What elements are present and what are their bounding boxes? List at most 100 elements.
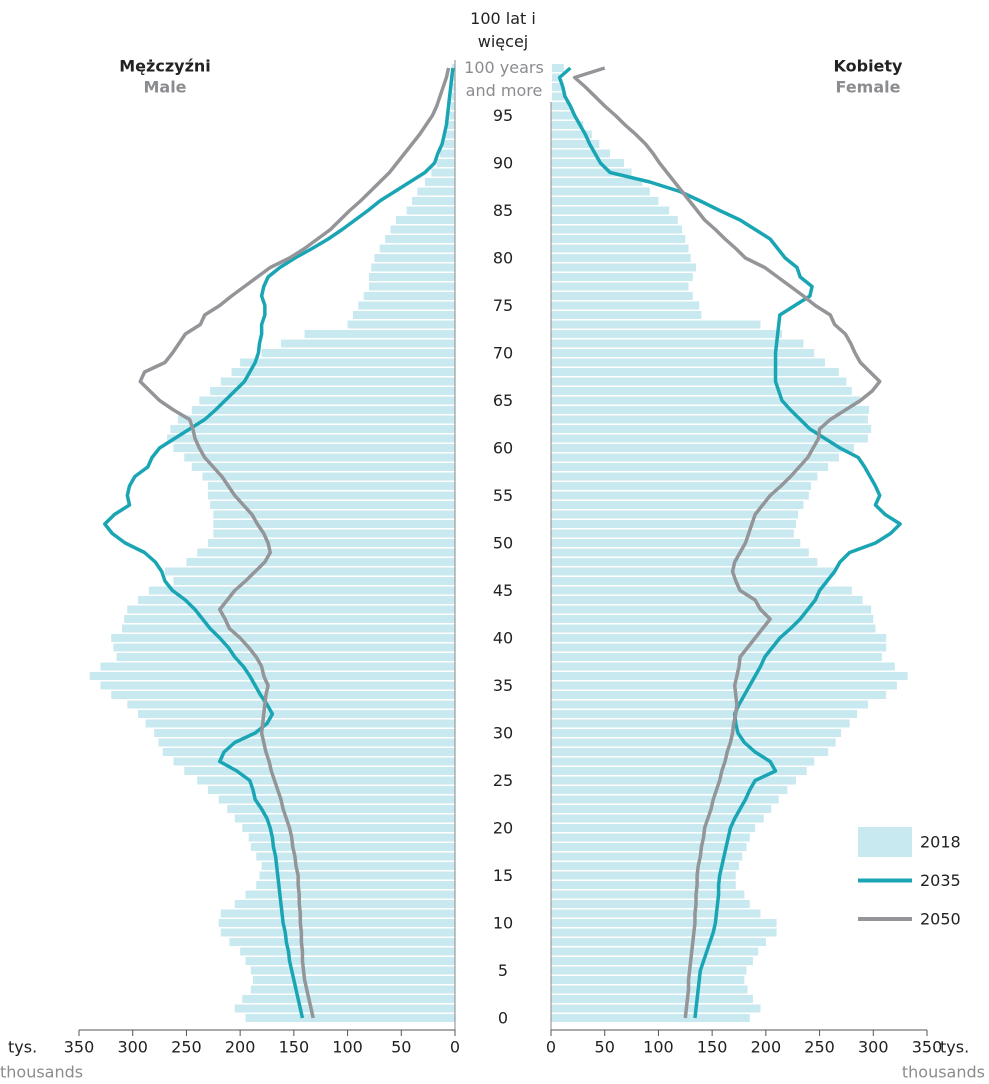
legend-label: 2018 xyxy=(920,833,961,852)
bar xyxy=(213,510,455,519)
bar xyxy=(551,985,748,994)
bar xyxy=(551,92,564,101)
bar xyxy=(358,301,455,310)
bar xyxy=(551,206,670,215)
bar xyxy=(551,406,869,414)
bar xyxy=(452,83,455,91)
bar xyxy=(199,396,455,405)
bar xyxy=(551,187,650,196)
x-unit-en: thousands xyxy=(902,1063,985,1082)
male-title: Mężczyźni xyxy=(119,57,211,76)
bar xyxy=(304,330,455,338)
bar xyxy=(148,586,456,595)
bar xyxy=(551,349,815,357)
female-title: Kobiety xyxy=(834,57,904,76)
legend-label: 2035 xyxy=(920,871,961,890)
y-tick-label: 40 xyxy=(493,629,513,648)
y-tick-label: 10 xyxy=(493,914,513,933)
bar xyxy=(551,558,818,566)
bar xyxy=(551,244,689,253)
bar xyxy=(127,700,455,709)
bar xyxy=(167,434,455,443)
bar xyxy=(138,710,456,718)
bar xyxy=(551,738,836,747)
bar xyxy=(116,653,455,661)
x-tick-label: 250 xyxy=(171,1038,202,1057)
bar xyxy=(218,919,455,927)
bar xyxy=(154,729,455,737)
bar xyxy=(551,833,750,842)
x-tick-label: 200 xyxy=(225,1038,256,1057)
legend-swatch xyxy=(858,827,912,857)
bar xyxy=(551,947,759,956)
bar xyxy=(551,843,747,851)
legend-label: 2050 xyxy=(920,910,961,929)
bar xyxy=(145,719,455,728)
bar xyxy=(451,92,455,101)
x-tick-label: 0 xyxy=(546,1038,556,1057)
bar xyxy=(207,482,455,490)
bar xyxy=(113,643,456,652)
female-subtitle: Female xyxy=(836,78,901,97)
bar xyxy=(551,301,700,310)
x-unit: tys. xyxy=(8,1038,37,1057)
bar xyxy=(551,824,756,832)
bar xyxy=(445,130,455,139)
bar xyxy=(551,529,794,538)
line xyxy=(557,66,902,1019)
bar xyxy=(347,320,455,329)
bar xyxy=(551,73,560,82)
bar xyxy=(551,235,686,243)
x-tick-label: 50 xyxy=(391,1038,411,1057)
x-tick-label: 150 xyxy=(697,1038,728,1057)
bar xyxy=(551,909,761,918)
bar xyxy=(450,102,455,110)
bar xyxy=(551,919,777,927)
bar xyxy=(551,482,811,490)
x-unit-en: thousands xyxy=(0,1063,83,1082)
bar xyxy=(202,472,455,481)
bar xyxy=(453,73,455,82)
bar xyxy=(173,444,455,452)
bar xyxy=(197,776,455,785)
bar xyxy=(551,140,600,148)
bar xyxy=(551,102,571,110)
y-tick-label: 50 xyxy=(493,534,513,553)
bar xyxy=(352,311,455,319)
bar xyxy=(220,377,455,386)
bar xyxy=(551,387,852,395)
bar xyxy=(551,159,625,167)
bar xyxy=(551,795,779,804)
bar xyxy=(551,567,836,576)
y-tick-label: 95 xyxy=(493,106,513,125)
bar xyxy=(234,900,455,908)
bar xyxy=(551,415,868,424)
y-tick-label: 0 xyxy=(498,1009,508,1028)
bar xyxy=(551,292,693,300)
bar xyxy=(551,776,796,785)
bar xyxy=(551,805,772,813)
line xyxy=(138,67,451,1019)
bar xyxy=(111,634,455,642)
bar xyxy=(256,852,455,861)
bar xyxy=(385,235,455,243)
bar xyxy=(551,539,801,547)
bar xyxy=(551,83,562,91)
bar xyxy=(551,653,882,661)
bar xyxy=(210,501,455,509)
bar xyxy=(551,814,764,823)
bar xyxy=(220,928,455,937)
bar xyxy=(207,539,455,547)
bar xyxy=(162,748,455,756)
bar xyxy=(551,548,809,557)
bar xyxy=(551,852,743,861)
bar xyxy=(245,1014,455,1022)
bar xyxy=(424,178,455,186)
bar xyxy=(551,928,777,937)
bar xyxy=(229,938,455,946)
line xyxy=(572,66,882,1019)
bar xyxy=(213,520,455,528)
y-tick-label: 100 lat i więcej xyxy=(470,9,536,51)
bar xyxy=(439,149,455,158)
bar xyxy=(240,947,455,956)
